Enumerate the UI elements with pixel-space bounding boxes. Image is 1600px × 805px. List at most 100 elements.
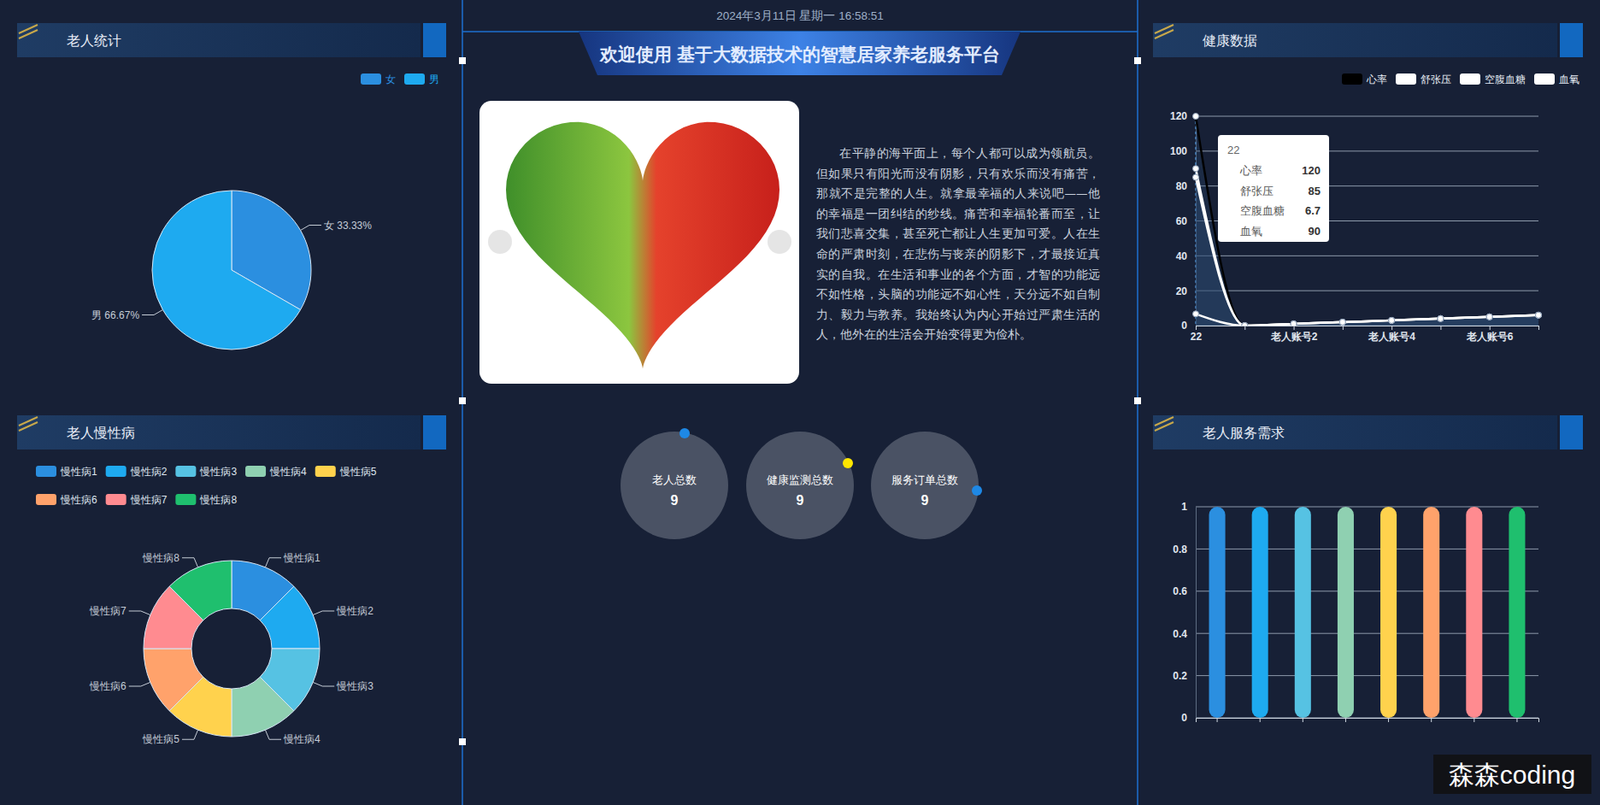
axis-line	[1195, 507, 1197, 719]
panel-title: 老人统计	[66, 33, 122, 48]
legend-item: 慢性病7	[105, 494, 168, 506]
tick-mark	[1342, 325, 1344, 330]
legend-swatch	[35, 465, 57, 477]
tick-label: 0.4	[1172, 628, 1188, 641]
point	[1241, 323, 1248, 327]
series-line	[1195, 168, 1539, 326]
line-chart: 02040608010012022老人账号2老人账号4老人账号622心率120舒…	[1170, 110, 1542, 342]
leader-line	[182, 729, 199, 740]
y-tick: 120	[1170, 110, 1196, 123]
bar	[1209, 506, 1226, 718]
legend-label: 慢性病4	[269, 465, 307, 478]
legend-item: 血氧	[1534, 73, 1580, 86]
bar	[1508, 506, 1525, 718]
point	[1486, 313, 1493, 320]
legend-label: 男	[429, 73, 440, 86]
y-axis: 020406080100120	[1170, 110, 1197, 332]
legend-item: 慢性病5	[315, 465, 377, 478]
stat-card: 老人总数9	[620, 431, 729, 540]
bar	[1465, 506, 1483, 718]
legend-label: 慢性病7	[129, 494, 168, 506]
y-tick: 60	[1176, 215, 1196, 228]
tooltip-value: 85	[1308, 184, 1321, 198]
leader-line	[312, 611, 335, 616]
panel-title: 老人服务需求	[1202, 425, 1285, 441]
point	[1339, 318, 1346, 325]
corner-dot	[458, 57, 466, 65]
tick-label: 0.6	[1172, 585, 1188, 598]
slice-label: 慢性病3	[335, 680, 374, 693]
stat-label: 服务订单总数	[891, 473, 959, 487]
legend-swatch	[360, 73, 382, 85]
legend-swatch	[105, 465, 127, 477]
tooltip-title: 22	[1227, 143, 1240, 157]
series-area	[1195, 168, 1539, 326]
x-tick	[1516, 717, 1518, 723]
point	[1388, 317, 1395, 324]
grid-line	[1195, 255, 1539, 257]
orbit-dot	[679, 428, 690, 439]
legend-label: 慢性病8	[199, 494, 237, 506]
legend-label: 慢性病1	[59, 465, 98, 478]
legend-label: 慢性病2	[129, 465, 168, 478]
x-axis	[1196, 717, 1540, 723]
x-tick	[1217, 717, 1218, 723]
tick-mark	[1430, 717, 1432, 723]
x-tick	[1388, 717, 1389, 723]
series-line	[1195, 116, 1539, 326]
axis-line	[1196, 326, 1540, 331]
tooltip-value: 6.7	[1305, 204, 1321, 218]
orbit-dot	[842, 458, 853, 469]
legend-label: 慢性病3	[199, 465, 237, 478]
point	[1290, 320, 1297, 326]
stat-label: 健康监测总数	[766, 473, 834, 487]
legend-label: 舒张压	[1420, 73, 1452, 86]
tick-mark	[1294, 325, 1295, 330]
legend-item: 慢性病2	[105, 465, 168, 478]
watermark-box	[1433, 754, 1592, 795]
y-tick: 0.4	[1172, 628, 1196, 641]
page: 2024年3月11日 星期一 16:58:51欢迎使用 基于大数据技术的智慧居家…	[0, 0, 1600, 805]
legend-label: 慢性病5	[339, 465, 377, 478]
slice-label: 慢性病1	[282, 552, 321, 565]
leader-line	[141, 310, 163, 316]
bar	[1252, 506, 1269, 718]
legend-item: 舒张压	[1395, 73, 1452, 86]
tick-label: 老人账号2	[1270, 330, 1318, 343]
tooltip-name: 舒张压	[1240, 184, 1274, 198]
stat-value: 9	[670, 493, 679, 508]
panel-header: 健康数据	[1152, 23, 1583, 58]
x-tick	[1440, 325, 1442, 330]
x-tick	[1259, 717, 1261, 723]
leader-line	[300, 224, 322, 230]
point	[1535, 311, 1542, 318]
article-text: 在平静的海平面上，每个人都可以成为领航员。但如果只有阳光而没有阴影，只有欢乐而没…	[816, 143, 1100, 346]
header-tab	[1559, 23, 1583, 58]
legend-swatch	[404, 73, 425, 85]
slice	[152, 190, 301, 350]
tick-label: 0.2	[1172, 670, 1188, 683]
stat-circle	[746, 431, 854, 540]
tick-mark	[1489, 325, 1491, 330]
axis-line	[1196, 718, 1540, 724]
legend-item: 女	[360, 73, 396, 86]
tooltip-name: 空腹血糖	[1240, 204, 1285, 218]
tick-mark	[1388, 717, 1389, 723]
pie-chart: 女 33.33%男 66.67%	[91, 190, 372, 350]
header-stripe	[1154, 422, 1174, 431]
leader-line	[129, 682, 151, 687]
point	[1486, 313, 1493, 320]
corner-dot	[1134, 57, 1142, 65]
leader-line	[264, 729, 282, 740]
point	[1339, 318, 1346, 325]
legend-swatch	[105, 494, 127, 506]
tick-label: 0	[1181, 711, 1188, 724]
legend-swatch	[1459, 73, 1481, 85]
tick-label: 60	[1176, 215, 1189, 228]
carousel-arrow	[488, 229, 512, 254]
leader-line	[129, 611, 151, 616]
point	[1241, 323, 1248, 327]
leader-line	[312, 682, 335, 687]
point	[1193, 311, 1200, 318]
header-tab	[1559, 415, 1583, 450]
